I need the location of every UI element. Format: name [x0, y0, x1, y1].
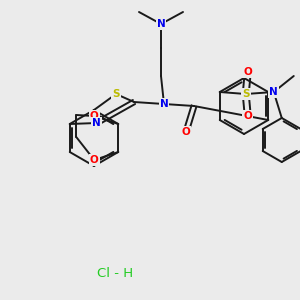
Text: N: N: [157, 19, 165, 29]
Text: N: N: [92, 118, 101, 128]
Text: O: O: [90, 111, 99, 121]
Text: Cl - H: Cl - H: [98, 267, 134, 280]
Text: O: O: [90, 155, 99, 165]
Text: S: S: [242, 89, 250, 99]
Text: N: N: [160, 99, 168, 109]
Text: O: O: [243, 111, 252, 121]
Text: O: O: [243, 67, 252, 77]
Text: O: O: [182, 127, 190, 137]
Text: S: S: [112, 89, 120, 99]
Text: N: N: [269, 87, 278, 97]
